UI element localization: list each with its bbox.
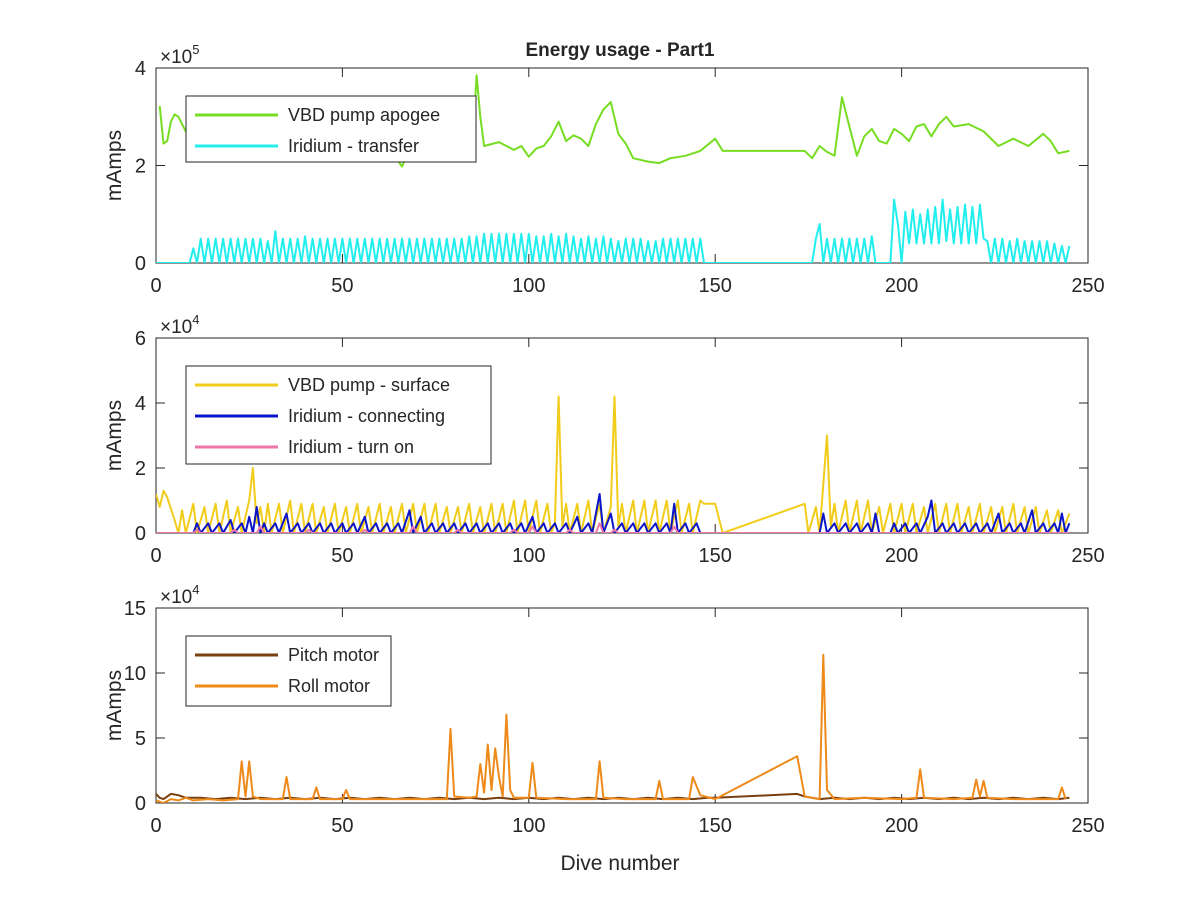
x-tick-label: 100 xyxy=(512,815,545,837)
legend-box xyxy=(185,95,477,163)
legend-label: Iridium - connecting xyxy=(288,406,445,426)
y-tick-label: 10 xyxy=(124,663,146,685)
x-tick-label: 250 xyxy=(1071,275,1104,297)
y-tick-label: 15 xyxy=(124,598,146,620)
legend-label: Iridium - turn on xyxy=(288,437,414,457)
y-tick-label: 4 xyxy=(135,58,146,80)
x-tick-label: 200 xyxy=(885,545,918,567)
y-tick-label: 0 xyxy=(135,523,146,545)
series-group xyxy=(156,395,1071,533)
x-tick-label: 0 xyxy=(150,275,161,297)
figure-title: Energy usage - Part1 xyxy=(525,40,714,61)
x-tick-label: 50 xyxy=(331,815,353,837)
legend: VBD pump apogee Iridium - transfer xyxy=(185,95,477,163)
y-axis-label: mAmps xyxy=(103,130,126,201)
x-tick-label: 150 xyxy=(699,815,732,837)
legend-label: VBD pump - surface xyxy=(288,375,450,395)
legend: VBD pump - surface Iridium - connecting Ir… xyxy=(185,365,492,465)
x-tick-label: 200 xyxy=(885,275,918,297)
legend-label: Pitch motor xyxy=(288,645,379,665)
legend-label: Iridium - transfer xyxy=(288,136,419,156)
y-axis-exponent-base: ×10 xyxy=(160,317,192,338)
y-tick-label: 2 xyxy=(135,458,146,480)
x-tick-label: 100 xyxy=(512,275,545,297)
y-axis-exponent-power: 4 xyxy=(192,582,199,597)
series-line-2 xyxy=(156,493,1071,533)
x-tick-label: 200 xyxy=(885,815,918,837)
x-tick-label: 50 xyxy=(331,275,353,297)
y-tick-label: 2 xyxy=(135,156,146,178)
legend-box xyxy=(185,635,392,707)
x-tick-label: 250 xyxy=(1071,815,1104,837)
series-group xyxy=(156,653,1070,803)
legend-label: VBD pump apogee xyxy=(288,105,440,125)
y-axis-exponent: ×104 xyxy=(160,312,199,338)
series-line-2 xyxy=(156,653,1067,803)
series-line-2 xyxy=(156,198,1071,263)
y-tick-label: 0 xyxy=(135,253,146,275)
y-axis-exponent-power: 4 xyxy=(192,312,199,327)
y-axis-exponent: ×105 xyxy=(160,42,199,68)
y-axis-exponent: ×104 xyxy=(160,582,199,608)
series-line-1 xyxy=(156,395,1071,533)
y-axis-exponent-base: ×10 xyxy=(160,587,192,608)
subplot-1: 0 50 100 150 200 250 0 2 4 ×105 mAmps VBD pump apog… xyxy=(103,42,1105,297)
x-tick-label: 50 xyxy=(331,545,353,567)
x-tick-label: 150 xyxy=(699,275,732,297)
x-tick-label: 150 xyxy=(699,545,732,567)
y-tick-label: 0 xyxy=(135,793,146,815)
x-tick-label: 250 xyxy=(1071,545,1104,567)
y-axis-label: mAmps xyxy=(103,400,126,471)
subplot-3: 0 50 100 150 200 250 0 5 10 15 ×104 mAmps Pitch moto… xyxy=(103,582,1105,837)
series-line-3 xyxy=(156,522,1070,533)
x-tick-label: 100 xyxy=(512,545,545,567)
y-tick-label: 5 xyxy=(135,728,146,750)
y-axis-label: mAmps xyxy=(103,670,126,741)
y-tick-label: 4 xyxy=(135,393,146,415)
legend: Pitch motor Roll motor xyxy=(185,635,392,707)
x-tick-label: 0 xyxy=(150,815,161,837)
figure-x-axis-label: Dive number xyxy=(560,852,679,875)
legend-label: Roll motor xyxy=(288,676,370,696)
x-tick-label: 0 xyxy=(150,545,161,567)
y-tick-label: 6 xyxy=(135,328,146,350)
y-axis-exponent-power: 5 xyxy=(192,42,199,57)
y-axis-exponent-base: ×10 xyxy=(160,47,192,68)
